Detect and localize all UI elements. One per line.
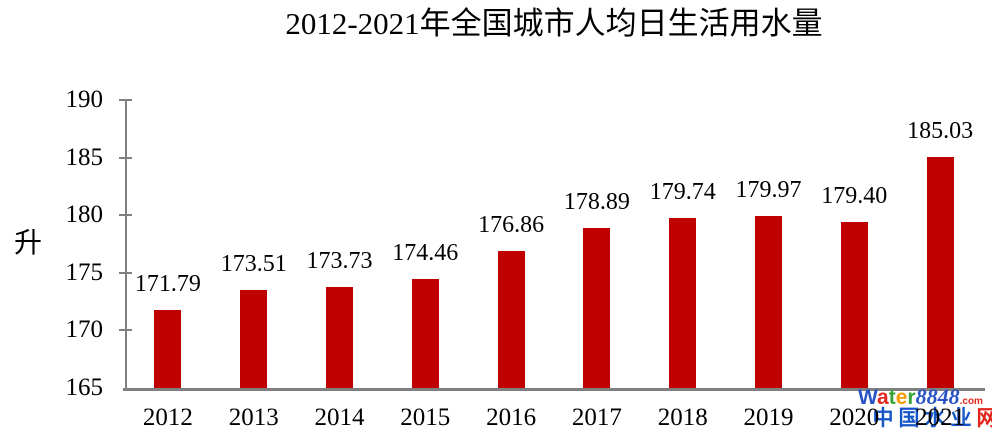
watermark-domain-suffix: .com xyxy=(959,396,983,407)
x-tick-label: 2019 xyxy=(743,404,794,431)
y-tick-mark xyxy=(119,156,132,159)
watermark-brand-letter: a xyxy=(877,386,889,409)
bar xyxy=(755,215,782,388)
y-tick-label: 185 xyxy=(65,143,104,171)
y-tick-mark xyxy=(119,329,132,332)
bar-value-label: 173.51 xyxy=(220,250,287,277)
y-tick-mark xyxy=(119,99,132,101)
bar-value-label: 171.79 xyxy=(134,270,201,297)
y-tick-label: 165 xyxy=(65,374,104,401)
watermark-brand-letter: e xyxy=(895,386,908,409)
watermark: Water8848.com 中国水业网 xyxy=(856,385,992,436)
bar-value-label: 185.03 xyxy=(907,118,974,145)
watermark-brand: Water8848.com xyxy=(858,385,983,414)
x-tick-label: 2021 xyxy=(915,404,966,431)
bar-value-label: 178.89 xyxy=(563,188,630,215)
watermark-cn-char: 国 xyxy=(898,407,920,430)
bar-value-label: 176.86 xyxy=(478,212,545,239)
bar xyxy=(411,279,439,388)
bar-value-label: 179.74 xyxy=(649,179,716,206)
y-tick-label: 190 xyxy=(65,86,104,113)
chart-title: 2012-2021年全国城市人均日生活用水量 xyxy=(285,6,823,41)
y-axis-title: 升 xyxy=(14,228,43,259)
bar-value-label: 179.97 xyxy=(735,176,802,203)
bar xyxy=(840,222,868,388)
watermark-brand-letter: r xyxy=(907,386,916,409)
x-tick-label: 2013 xyxy=(228,404,279,431)
y-tick-mark xyxy=(119,271,132,274)
x-tick-label: 2020 xyxy=(829,404,880,431)
y-tick-label: 170 xyxy=(65,316,104,344)
bar-value-label: 174.46 xyxy=(392,240,459,267)
watermark-brand-number: 8848 xyxy=(915,384,960,409)
bar xyxy=(154,309,182,388)
bar xyxy=(669,218,697,388)
x-tick-label: 2012 xyxy=(142,404,193,431)
bar xyxy=(326,287,353,388)
y-axis-line xyxy=(125,100,127,390)
watermark-brand-letter: W xyxy=(858,386,878,409)
watermark-cn-text: 中国水业网 xyxy=(870,407,992,431)
y-tick-mark xyxy=(119,214,132,217)
bar xyxy=(926,157,954,388)
watermark-cn-char: 水 xyxy=(924,407,946,430)
bar-value-label: 179.40 xyxy=(821,183,888,210)
x-tick-label: 2018 xyxy=(657,404,708,431)
watermark-cn-char: 中 xyxy=(872,407,894,430)
x-tick-label: 2017 xyxy=(571,404,622,431)
x-axis-line xyxy=(123,388,985,391)
watermark-brand-letter: t xyxy=(888,386,896,409)
watermark-cn-char: 网 xyxy=(976,407,992,430)
bar xyxy=(497,251,525,388)
x-tick-label: 2015 xyxy=(400,404,451,431)
x-tick-label: 2014 xyxy=(314,404,365,431)
y-tick-label: 180 xyxy=(65,201,104,229)
watermark-cn-char: 业 xyxy=(950,407,972,430)
bar-value-label: 173.73 xyxy=(306,248,373,275)
bar xyxy=(240,289,268,388)
bar xyxy=(583,227,611,388)
y-tick-label: 175 xyxy=(65,258,104,286)
x-tick-label: 2016 xyxy=(486,404,537,431)
